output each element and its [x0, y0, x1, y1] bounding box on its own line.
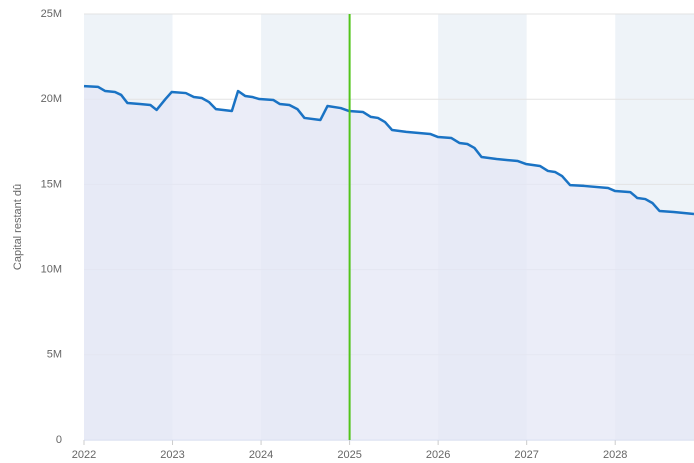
- line: [83, 84, 694, 216]
- x-tick-label: 2028: [603, 449, 627, 461]
- area-fill: [84, 86, 694, 441]
- x-tick-label: 2023: [160, 449, 184, 461]
- y-tick-label: 15M: [41, 178, 62, 190]
- y-tick-label: 5M: [47, 349, 62, 361]
- x-tick-label: 2024: [249, 449, 273, 461]
- x-tick-label: 2025: [337, 449, 361, 461]
- y-tick-label: 25M: [41, 8, 62, 20]
- x-tick-label: 2026: [426, 449, 450, 461]
- y-tick-label: 20M: [41, 93, 62, 105]
- x-tick-label: 2022: [72, 449, 96, 461]
- y-tick-label: 10M: [41, 264, 62, 276]
- x-tick-label: 2027: [514, 449, 538, 461]
- y-tick-label: 0: [56, 434, 62, 446]
- y-axis-title: Capital restant dû: [12, 184, 24, 270]
